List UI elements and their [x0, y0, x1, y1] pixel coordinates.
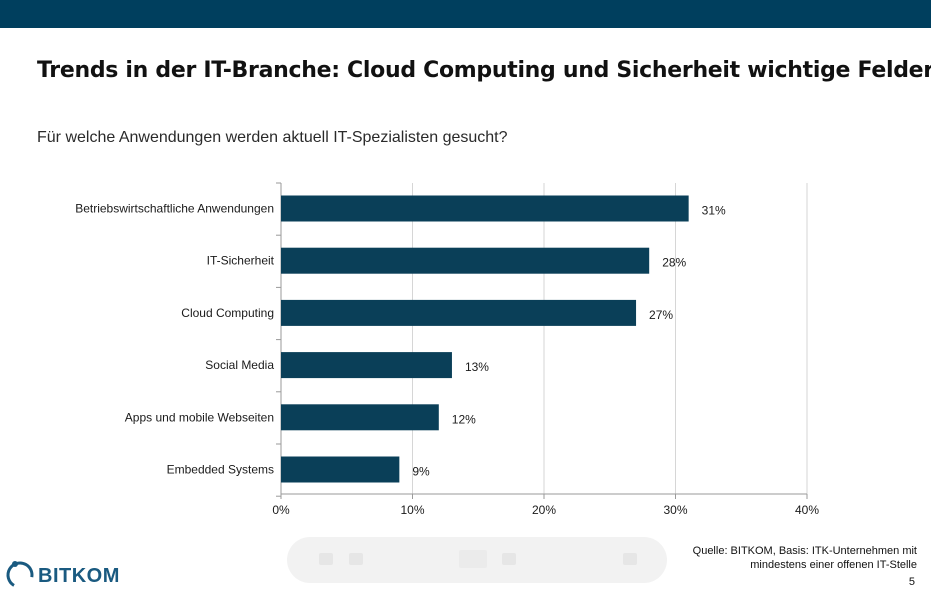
- bar: [281, 456, 400, 483]
- page-number: 5: [908, 576, 915, 588]
- category-label: IT-Sicherheit: [207, 254, 275, 268]
- source-line-1: Quelle: BITKOM, Basis: ITK-Unternehmen m…: [692, 545, 917, 557]
- category-label: Cloud Computing: [181, 306, 274, 320]
- page-title: Trends in der IT-Branche: Cloud Computin…: [37, 58, 931, 83]
- bar: [281, 299, 637, 326]
- viewer-toolbar[interactable]: [287, 537, 667, 583]
- source-note: Quelle: BITKOM, Basis: ITK-Unternehmen m…: [693, 544, 917, 572]
- data-label: 13%: [465, 360, 489, 374]
- logo-mark-icon: [6, 561, 34, 589]
- data-label: 12%: [452, 412, 476, 426]
- data-label: 31%: [702, 204, 726, 218]
- category-label: Social Media: [205, 358, 274, 372]
- page-count-icon: [502, 553, 516, 565]
- bar: [281, 247, 650, 274]
- user-icon[interactable]: [623, 553, 637, 565]
- x-tick-label: 10%: [400, 503, 424, 517]
- chart-subtitle: Für welche Anwendungen werden aktuell IT…: [37, 129, 508, 146]
- page-field[interactable]: [459, 550, 487, 568]
- save-icon[interactable]: [319, 553, 333, 565]
- x-tick-label: 40%: [795, 503, 819, 517]
- print-icon[interactable]: [349, 553, 363, 565]
- category-label: Betriebswirtschaftliche Anwendungen: [75, 202, 274, 216]
- data-label: 28%: [662, 256, 686, 270]
- bar: [281, 352, 452, 379]
- source-line-2: mindestens einer offenen IT-Stelle: [750, 559, 917, 571]
- header-bar: [0, 0, 931, 28]
- logo-text: BITKOM: [38, 565, 120, 587]
- data-label: 27%: [649, 308, 673, 322]
- x-tick-label: 0%: [272, 503, 290, 517]
- x-tick-label: 30%: [663, 503, 687, 517]
- category-label: Embedded Systems: [167, 463, 274, 477]
- category-label: Apps und mobile Webseiten: [125, 410, 274, 424]
- data-label: 9%: [412, 465, 430, 479]
- bar: [281, 195, 689, 222]
- x-tick-label: 20%: [532, 503, 556, 517]
- bar: [281, 404, 439, 431]
- bitkom-logo: BITKOM: [4, 555, 134, 593]
